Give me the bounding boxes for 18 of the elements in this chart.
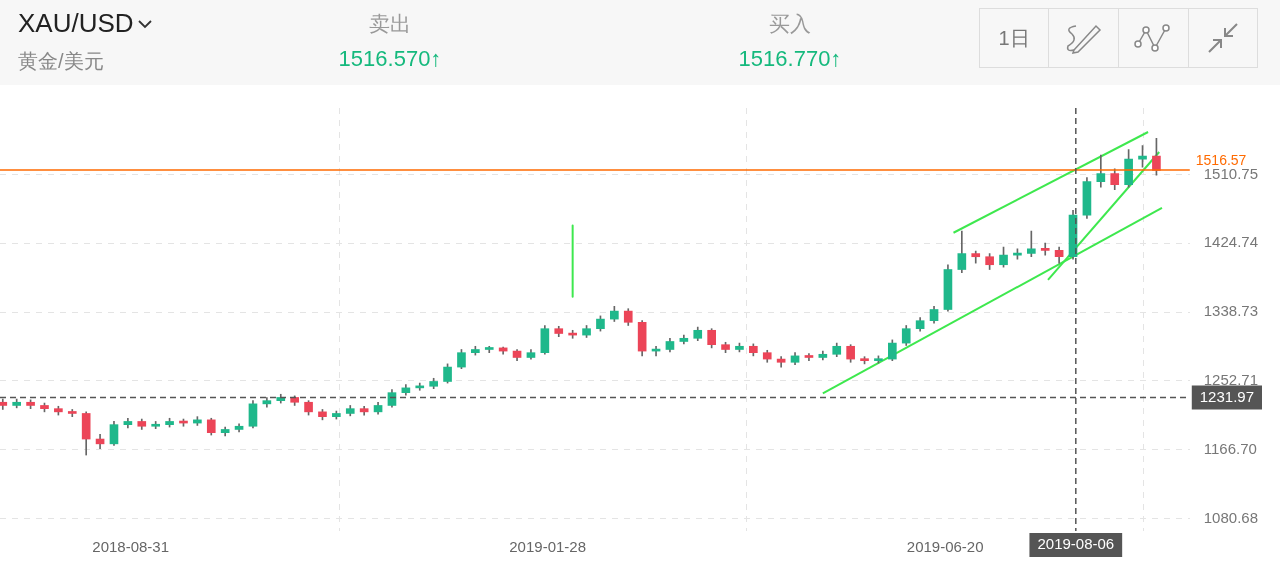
text: 卖出 xyxy=(368,11,412,37)
text: 买入 xyxy=(768,11,812,37)
text: 1516.770↑ xyxy=(737,46,843,72)
y-tick-label: 1166.70 xyxy=(1203,439,1257,457)
x-tick-label: 2018-08-31 xyxy=(92,538,170,556)
x-tick-label: 2019-01-28 xyxy=(509,538,586,556)
chart-title: XAU/USD xyxy=(18,8,134,39)
y-tick-label: 1252.71 xyxy=(1203,371,1259,389)
x-tick-label: 2019-06-20 xyxy=(906,538,984,556)
ref-line-label: 2019-08-06 xyxy=(1037,535,1115,553)
chart-subtitle: 黄金/美元 xyxy=(18,49,104,74)
candlestick xyxy=(1027,230,1036,258)
y-tick-label: 1080.68 xyxy=(1203,508,1259,526)
text: 1日 xyxy=(980,9,1049,67)
ref-line-label: 1231.97 xyxy=(1199,387,1255,405)
text: 1516.570↑ xyxy=(337,46,443,72)
y-tick-label: 1338.73 xyxy=(1203,302,1259,320)
y-tick-label: 1424.74 xyxy=(1203,233,1259,251)
